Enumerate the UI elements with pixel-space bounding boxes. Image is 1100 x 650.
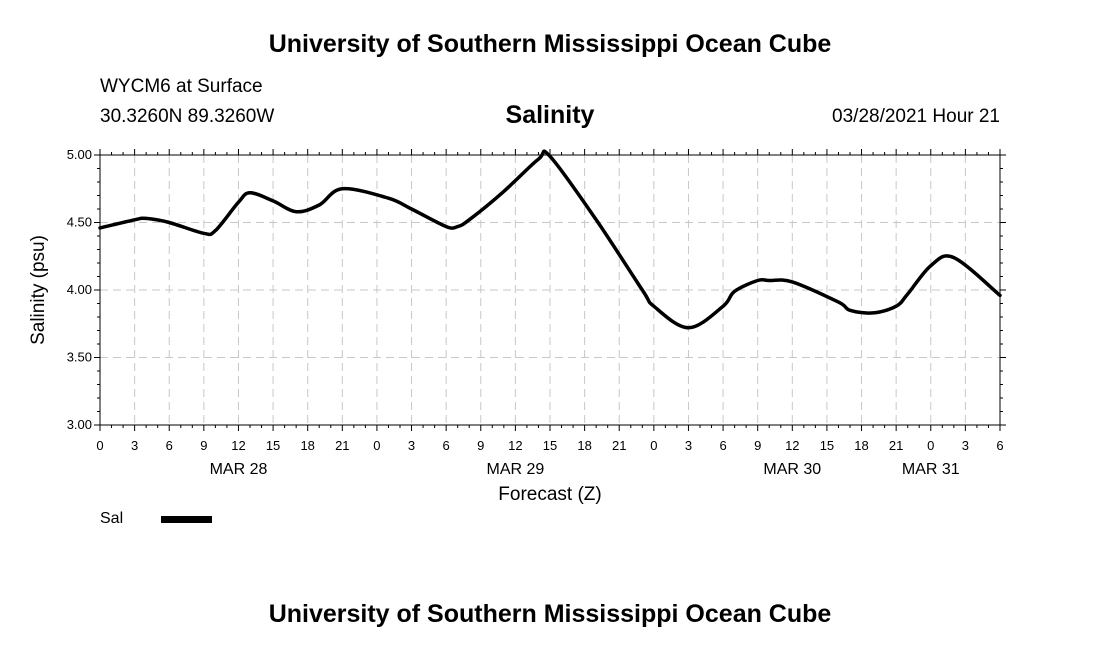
- x-tick-label: 18: [300, 438, 314, 453]
- x-tick-label: 21: [889, 438, 903, 453]
- x-tick-label: 12: [508, 438, 522, 453]
- x-tick-labels: 0 3 6 9 12 15 18 21 0 3 6 9 12 15 18 21 0 3 6 9 12 15 18 21 0 3 6: [96, 438, 1003, 453]
- station-label: WYCM6 at Surface: [100, 76, 263, 97]
- x-tick-label: 12: [785, 438, 799, 453]
- x-tick-label: 3: [685, 438, 692, 453]
- x-tick-label: 3: [962, 438, 969, 453]
- y-tick-label: 4.00: [67, 282, 92, 297]
- grid-lines: [100, 155, 1000, 425]
- x-tick-label: 18: [577, 438, 591, 453]
- x-tick-label: 0: [373, 438, 380, 453]
- x-tick-label: 0: [96, 438, 103, 453]
- page-title: University of Southern Mississippi Ocean…: [268, 30, 832, 58]
- footer-title: University of Southern Mississippi Ocean…: [268, 600, 832, 628]
- x-tick-label: 0: [650, 438, 657, 453]
- legend-label: Sal: [100, 510, 124, 527]
- x-tick-label: 6: [719, 438, 726, 453]
- x-tick-label: 15: [820, 438, 834, 453]
- series-line-sal: [98, 149, 1002, 330]
- x-tick-label: 3: [131, 438, 138, 453]
- x-tick-label: 6: [443, 438, 450, 453]
- x-tick-label: 21: [335, 438, 349, 453]
- date-label: MAR 29: [486, 461, 544, 478]
- x-axis-label: Forecast (Z): [498, 484, 601, 505]
- coordinates-label: 30.3260N 89.3260W: [100, 106, 275, 127]
- y-tick-label: 3.50: [67, 350, 92, 365]
- y-tick-label: 3.00: [67, 417, 92, 432]
- chart-title: Salinity: [505, 101, 595, 129]
- x-tick-label: 6: [996, 438, 1003, 453]
- x-tick-label: 21: [612, 438, 626, 453]
- x-tick-label: 9: [754, 438, 761, 453]
- x-tick-label: 15: [266, 438, 280, 453]
- y-tick-labels: 3.00 3.50 4.00 4.50 5.00: [67, 147, 92, 432]
- date-labels: MAR 28 MAR 29 MAR 30 MAR 31: [210, 461, 960, 478]
- date-label: MAR 31: [902, 461, 960, 478]
- date-label: MAR 28: [210, 461, 268, 478]
- y-tick-label: 4.50: [67, 215, 92, 230]
- x-tick-label: 15: [543, 438, 557, 453]
- forecast-datetime: 03/28/2021 Hour 21: [832, 106, 1000, 127]
- date-label: MAR 30: [763, 461, 821, 478]
- x-tick-label: 9: [477, 438, 484, 453]
- y-tick-label: 5.00: [67, 147, 92, 162]
- x-tick-label: 9: [200, 438, 207, 453]
- x-tick-label: 6: [166, 438, 173, 453]
- x-tick-label: 12: [231, 438, 245, 453]
- legend-swatch: [161, 516, 212, 523]
- x-tick-label: 3: [408, 438, 415, 453]
- x-tick-label: 0: [927, 438, 934, 453]
- x-tick-label: 18: [854, 438, 868, 453]
- y-axis-label: Salinity (psu): [28, 235, 49, 345]
